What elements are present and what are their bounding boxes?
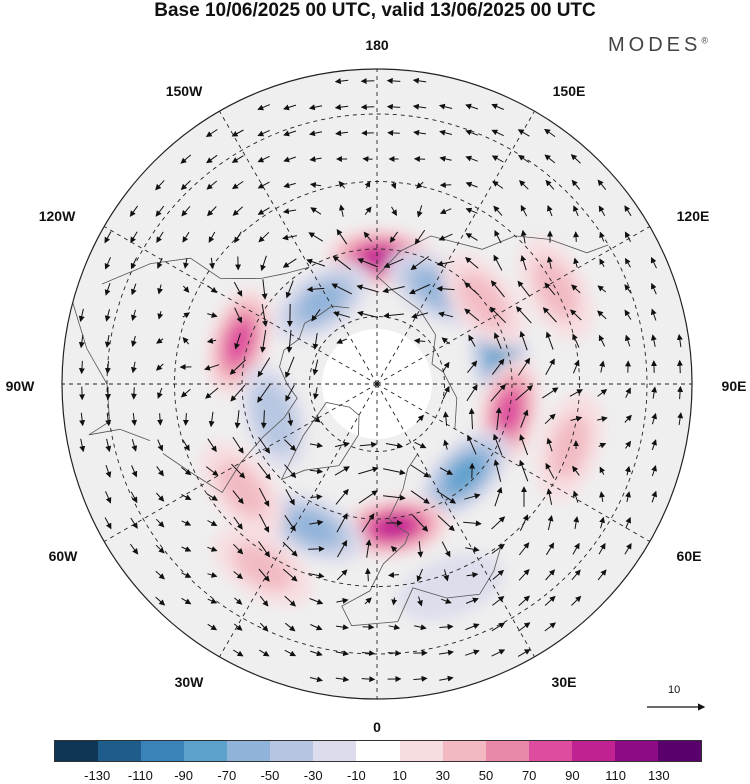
colorbar-tick-label: 110 xyxy=(605,768,626,783)
colorbar-swatch xyxy=(486,741,529,761)
wind-vector xyxy=(576,232,577,242)
wind-vector xyxy=(680,361,681,373)
colorbar-tick-label: 50 xyxy=(479,768,493,783)
lon-label-120w: 120W xyxy=(39,208,76,224)
lon-label-60w: 60W xyxy=(49,548,78,564)
colorbar-tick-label: -90 xyxy=(174,768,193,783)
colorbar-swatch xyxy=(443,741,486,761)
colorbar-swatch xyxy=(615,741,658,761)
colorbar-swatch xyxy=(55,741,98,761)
colorbar-swatch xyxy=(658,741,701,761)
colorbar-swatch xyxy=(400,741,443,761)
colorbar-swatch xyxy=(356,741,399,761)
lon-label-180: 180 xyxy=(365,37,388,53)
wind-vector xyxy=(134,387,135,398)
colorbar-tick-label: -50 xyxy=(261,768,280,783)
lon-label-150w: 150W xyxy=(166,83,203,99)
colorbar-tick-label: 90 xyxy=(565,768,579,783)
colorbar-tick-label: 30 xyxy=(436,768,450,783)
colorbar-tick-label: 130 xyxy=(648,768,670,783)
lon-label-30w: 30W xyxy=(175,674,204,690)
colorbar-swatch xyxy=(98,741,141,761)
lon-label-150e: 150E xyxy=(553,83,586,99)
colorbar-swatch xyxy=(184,741,227,761)
colorbar-tick-label: -110 xyxy=(128,768,153,783)
colorbar-swatch xyxy=(313,741,356,761)
colorbar-swatch xyxy=(227,741,270,761)
colorbar-tick-label: -130 xyxy=(84,768,110,783)
colorbar-ticks: -130 -110 -90 -70 -50 -30 -10 10 30 50 70 90 110 130 xyxy=(0,768,750,784)
reference-vector-label: 10 xyxy=(668,684,680,696)
colorbar-swatch xyxy=(141,741,184,761)
lon-label-120e: 120E xyxy=(677,208,710,224)
colorbar xyxy=(54,740,702,762)
lon-label-90w: 90W xyxy=(6,378,35,394)
wind-vector xyxy=(363,627,374,628)
colorbar-tick-label: -30 xyxy=(304,768,323,783)
colorbar-tick-label: 70 xyxy=(522,768,536,783)
lon-label-90e: 90E xyxy=(722,378,747,394)
colorbar-tick-label: -70 xyxy=(217,768,236,783)
colorbar-tick-label: -10 xyxy=(347,768,366,783)
lon-label-0: 0 xyxy=(373,719,381,735)
lon-label-30e: 30E xyxy=(552,674,577,690)
colorbar-tick-label: 10 xyxy=(392,768,406,783)
wind-vector xyxy=(363,159,372,160)
colorbar-swatch xyxy=(572,741,615,761)
lon-label-60e: 60E xyxy=(677,548,702,564)
colorbar-swatch xyxy=(529,741,572,761)
colorbar-swatch xyxy=(270,741,313,761)
wind-vector xyxy=(388,133,400,134)
